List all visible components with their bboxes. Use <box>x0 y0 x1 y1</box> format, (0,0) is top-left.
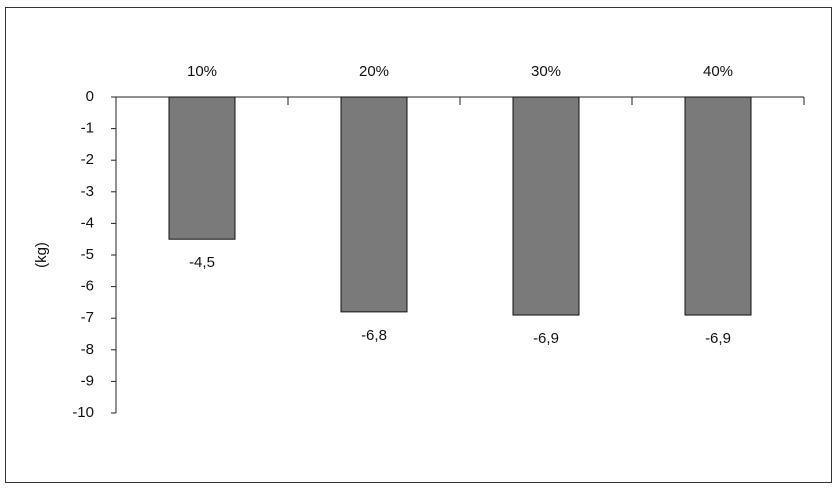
bar <box>168 96 236 240</box>
y-tick-label: -10 <box>72 404 94 421</box>
x-tick-label: 40% <box>703 63 733 80</box>
value-label: -6,8 <box>361 327 387 344</box>
frame <box>5 7 832 483</box>
y-tick-label: -1 <box>81 120 94 137</box>
bar <box>512 96 580 316</box>
y-tick-label: -4 <box>81 214 94 231</box>
bar <box>684 96 752 316</box>
y-tick-label: 0 <box>86 88 94 105</box>
value-label: -6,9 <box>705 330 731 347</box>
value-label: -6,9 <box>533 330 559 347</box>
x-tick-label: 10% <box>187 63 217 80</box>
bar <box>340 96 408 313</box>
x-tick-label: 20% <box>359 63 389 80</box>
x-tick-label: 30% <box>531 63 561 80</box>
y-axis-label: (kg) <box>33 242 50 268</box>
y-tick-label: -7 <box>81 309 94 326</box>
y-tick-label: -2 <box>81 151 94 168</box>
y-tick-label: -3 <box>81 183 94 200</box>
y-tick-label: -9 <box>81 372 94 389</box>
y-tick-label: -5 <box>81 246 94 263</box>
y-tick-label: -6 <box>81 278 94 295</box>
value-label: -4,5 <box>189 254 215 271</box>
y-tick-label: -8 <box>81 341 94 358</box>
